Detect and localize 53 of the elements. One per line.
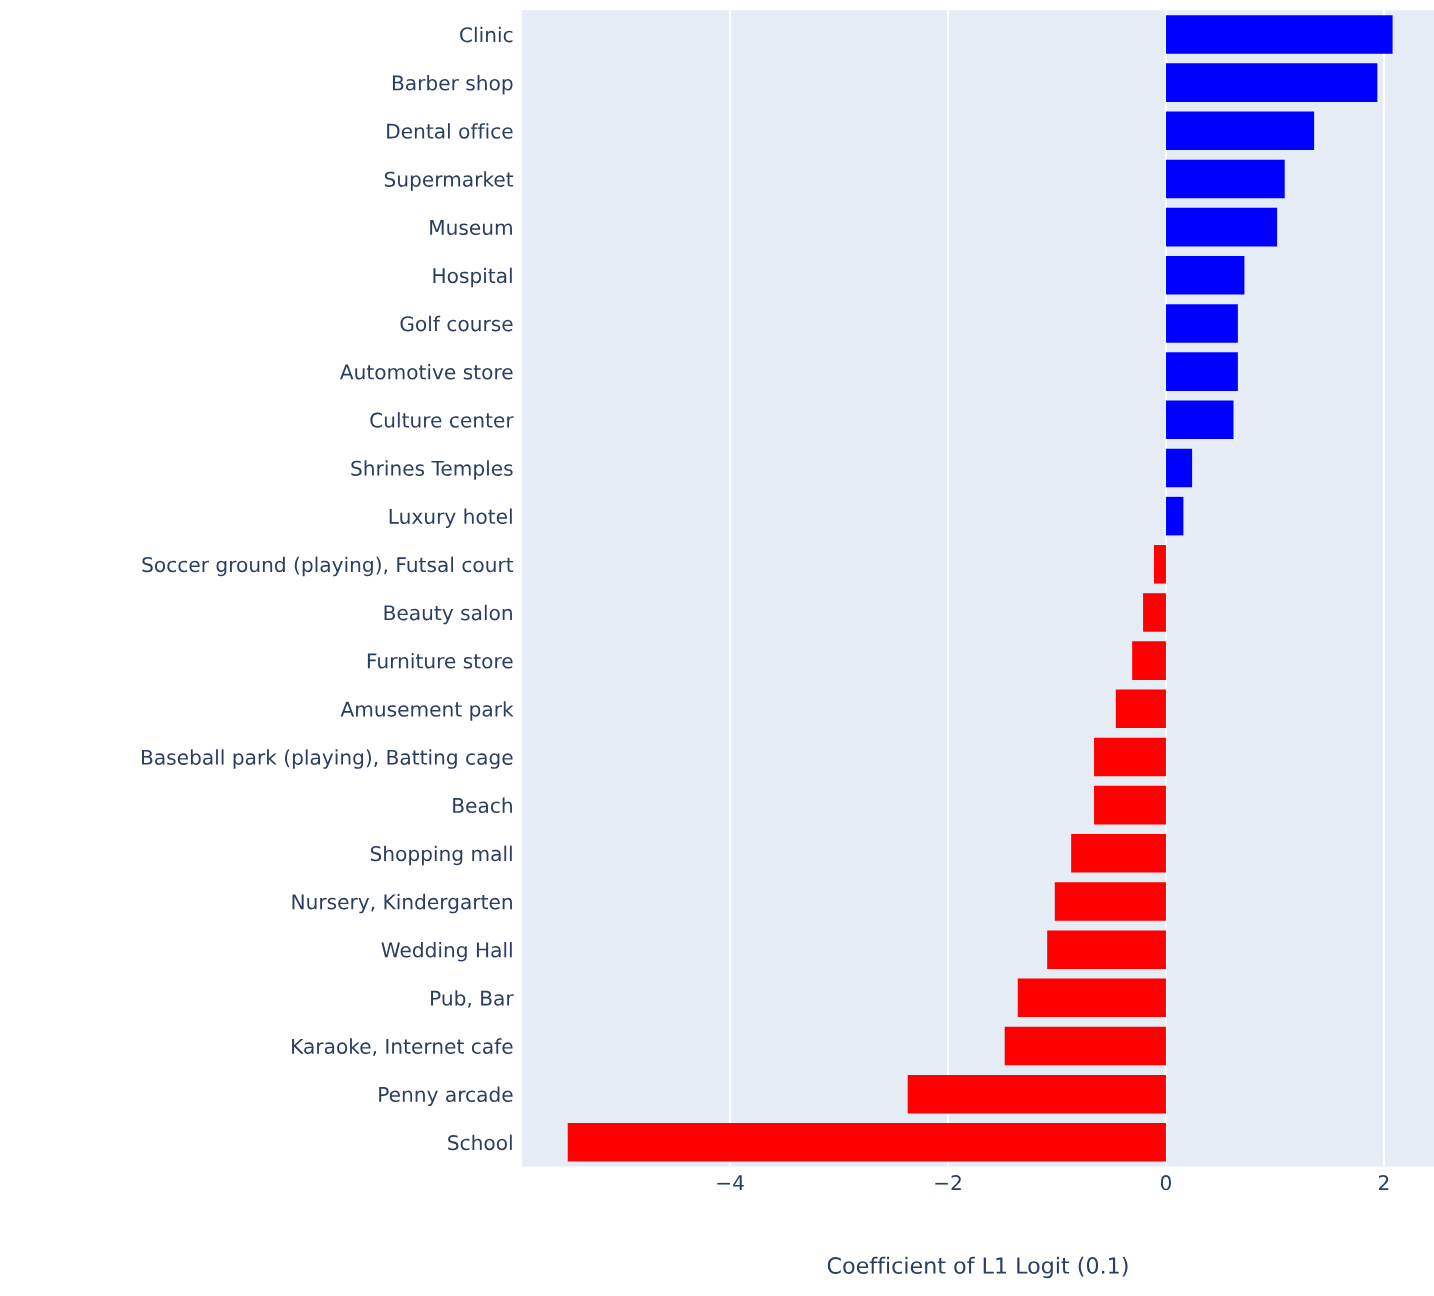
bar	[1054, 882, 1166, 921]
x-tick-label: 0	[1160, 1175, 1172, 1191]
bar	[1004, 1026, 1166, 1066]
bar	[567, 1123, 1166, 1162]
bar	[1165, 15, 1393, 54]
y-tick-label: Soccer ground (playing), Futsal court	[142, 556, 514, 577]
bar	[1165, 352, 1238, 391]
y-tick-label: Clinic	[460, 26, 513, 43]
y-tick-label: Amusement park	[340, 701, 514, 721]
y-tick-label: Shopping mall	[370, 845, 512, 866]
y-tick-label: Supermarket	[384, 171, 514, 191]
y-tick-label: Pub, Bar	[431, 990, 514, 1008]
bar	[1153, 545, 1166, 584]
x-tick-label: −2	[935, 1175, 961, 1191]
bar	[1094, 737, 1166, 777]
y-tick-label: Automotive store	[339, 363, 513, 380]
bar	[1047, 930, 1166, 969]
x-axis-title: Coefficient of L1 Logit (0.1)	[827, 1256, 1128, 1279]
y-tick-label: Shrines Temples	[351, 460, 513, 480]
y-tick-label: Penny arcade	[379, 1086, 513, 1106]
bar	[1165, 496, 1184, 536]
y-tick-label: Hospital	[433, 267, 512, 288]
y-tick-label: Dental office	[387, 123, 513, 139]
bar	[1165, 159, 1285, 199]
bar	[1115, 689, 1166, 729]
y-tick-label: Furniture store	[367, 652, 513, 669]
bar	[1165, 256, 1245, 295]
y-tick-label: School	[448, 1134, 512, 1151]
bar	[1165, 111, 1315, 151]
y-tick-label: Culture center	[370, 412, 514, 428]
x-tick-label: 2	[1378, 1175, 1389, 1191]
y-tick-label: Baseball park (playing), Batting cage	[142, 749, 513, 769]
y-tick-label: Wedding Hall	[381, 941, 512, 962]
y-tick-label: Golf course	[400, 315, 513, 332]
bar	[1165, 207, 1278, 247]
bar	[1143, 593, 1166, 632]
bar	[1165, 448, 1193, 488]
y-tick-label: Beach	[453, 797, 512, 814]
bar	[1165, 304, 1238, 343]
bar	[1017, 978, 1166, 1018]
y-tick-label: Museum	[430, 220, 512, 236]
y-tick-label: Nursery, Kindergarten	[292, 893, 512, 914]
x-tick-label: −4	[717, 1175, 744, 1191]
bar	[1071, 834, 1166, 873]
bar	[1094, 785, 1166, 825]
bar	[907, 1074, 1166, 1114]
y-tick-label: Luxury hotel	[389, 508, 512, 528]
bar	[1165, 400, 1234, 440]
y-tick-label: Beauty salon	[384, 604, 512, 625]
y-tick-label: Barber shop	[392, 74, 513, 95]
bar	[1132, 641, 1166, 680]
y-tick-label: Karaoke, Internet cafe	[292, 1038, 513, 1056]
bar	[1165, 63, 1378, 102]
